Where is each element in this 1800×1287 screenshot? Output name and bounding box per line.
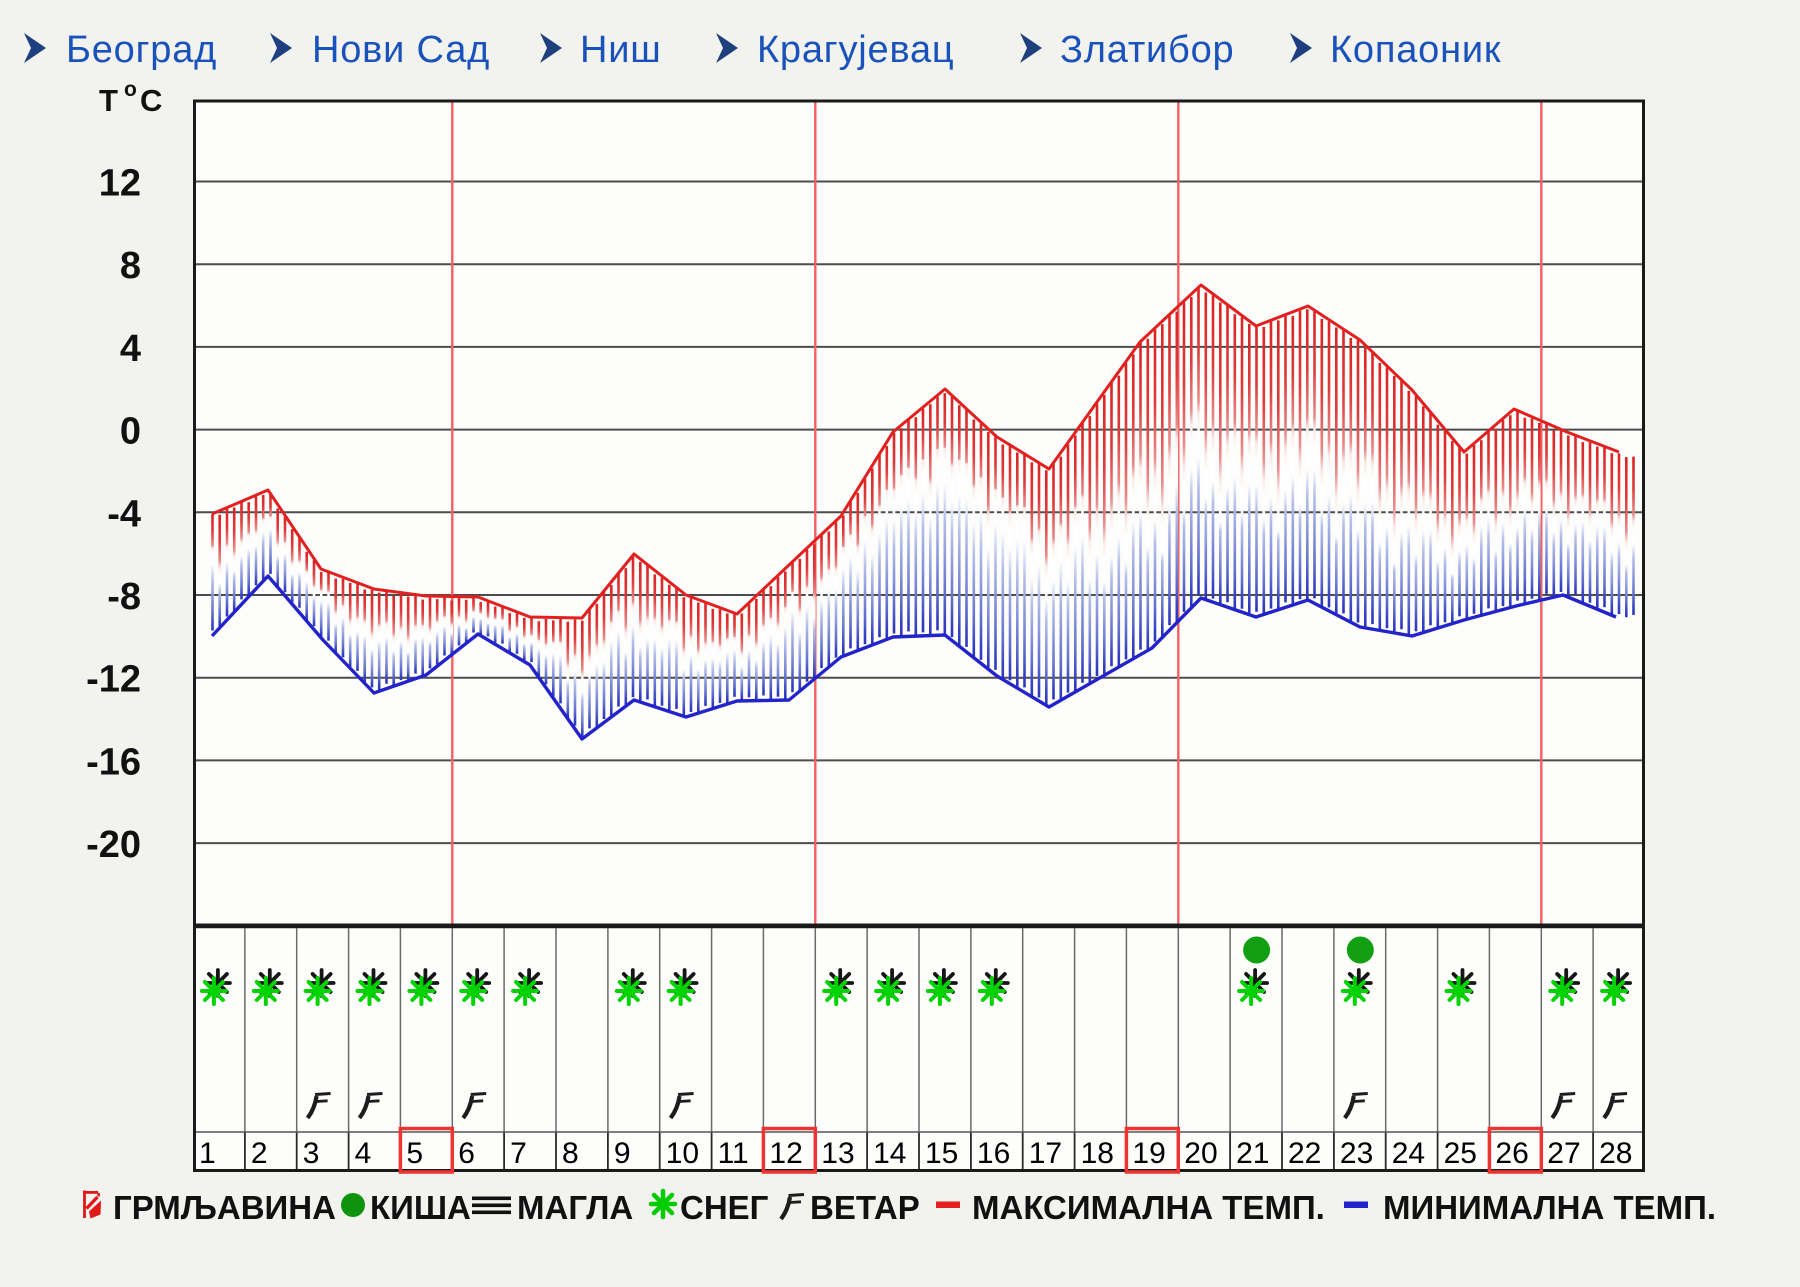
svg-text:21: 21 (1236, 1137, 1269, 1170)
svg-text:28: 28 (1599, 1137, 1632, 1170)
svg-text:2: 2 (251, 1137, 268, 1170)
svg-text:22: 22 (1288, 1137, 1321, 1170)
svg-text:o: o (124, 78, 137, 101)
svg-text:20: 20 (1184, 1137, 1217, 1170)
svg-text:6: 6 (458, 1137, 475, 1170)
svg-text:26: 26 (1495, 1137, 1528, 1170)
svg-text:15: 15 (925, 1137, 958, 1170)
svg-text:-16: -16 (86, 741, 141, 783)
svg-text:4: 4 (355, 1137, 372, 1170)
svg-text:25: 25 (1444, 1137, 1477, 1170)
svg-text:7: 7 (510, 1137, 527, 1170)
svg-text:Златибор: Златибор (1060, 29, 1235, 71)
svg-text:-4: -4 (107, 493, 141, 535)
svg-text:-20: -20 (86, 824, 141, 866)
svg-text:-12: -12 (86, 659, 141, 701)
svg-text:27: 27 (1547, 1137, 1580, 1170)
svg-text:11: 11 (718, 1137, 749, 1170)
svg-text:23: 23 (1340, 1137, 1373, 1170)
svg-text:МАКСИМАЛНА ТЕМП.: МАКСИМАЛНА ТЕМП. (972, 1189, 1325, 1226)
svg-text:24: 24 (1392, 1137, 1425, 1170)
svg-text:17: 17 (1029, 1137, 1062, 1170)
svg-text:ГРМЉАВИНА: ГРМЉАВИНА (113, 1189, 336, 1226)
svg-text:ВЕТАР: ВЕТАР (810, 1189, 920, 1226)
svg-text:18: 18 (1081, 1137, 1114, 1170)
svg-text:C: C (140, 83, 162, 118)
svg-text:9: 9 (614, 1137, 631, 1170)
svg-text:13: 13 (821, 1137, 854, 1170)
svg-text:КИША: КИША (370, 1189, 471, 1226)
svg-text:МАГЛА: МАГЛА (517, 1189, 633, 1226)
svg-text:СНЕГ: СНЕГ (680, 1189, 769, 1226)
svg-text:12: 12 (99, 163, 141, 205)
svg-text:Копаоник: Копаоник (1330, 29, 1501, 71)
svg-text:T: T (99, 83, 118, 118)
svg-text:-8: -8 (107, 576, 141, 618)
svg-text:10: 10 (666, 1137, 699, 1170)
svg-text:16: 16 (977, 1137, 1010, 1170)
svg-text:1: 1 (199, 1137, 216, 1170)
svg-text:4: 4 (120, 328, 141, 370)
svg-text:19: 19 (1132, 1137, 1165, 1170)
svg-text:8: 8 (562, 1137, 579, 1170)
svg-text:14: 14 (873, 1137, 906, 1170)
svg-text:3: 3 (303, 1137, 320, 1170)
svg-text:5: 5 (406, 1137, 423, 1170)
svg-text:Ниш: Ниш (580, 29, 662, 71)
svg-text:Нови Сад: Нови Сад (312, 29, 490, 71)
svg-text:8: 8 (120, 245, 141, 287)
svg-text:Крагујевац: Крагујевац (757, 29, 955, 71)
svg-text:12: 12 (769, 1137, 802, 1170)
svg-text:МИНИМАЛНА ТЕМП.: МИНИМАЛНА ТЕМП. (1383, 1189, 1716, 1226)
svg-text:0: 0 (120, 411, 141, 453)
svg-text:Београд: Београд (66, 29, 217, 71)
